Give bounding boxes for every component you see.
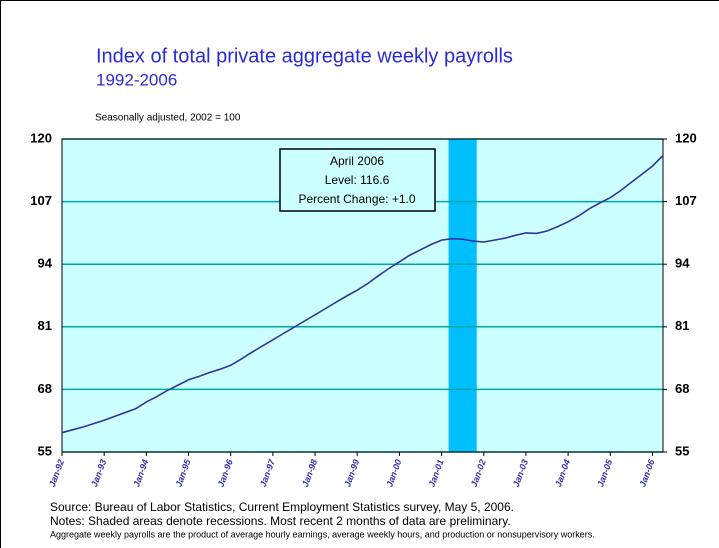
y-tick-label: 68 <box>38 381 52 396</box>
annotation-box <box>279 148 436 212</box>
y-tick-label: 107 <box>30 193 52 208</box>
annotation-text: Percent Change: +1.0 <box>298 192 415 206</box>
y2-tick-label: 120 <box>675 130 697 145</box>
recession-band <box>448 139 477 452</box>
y-tick-label: 94 <box>38 256 53 271</box>
chart-title: Index of total private aggregate weekly … <box>96 45 513 67</box>
footnote: Source: Bureau of Labor Statistics, Curr… <box>50 500 514 514</box>
plot-border <box>61 138 664 453</box>
footnote: Notes: Shaded areas denote recessions. M… <box>50 514 511 528</box>
annotation-text: Level: 116.6 <box>325 173 390 187</box>
footnote: Aggregate weekly payrolls are the produc… <box>50 529 595 539</box>
y-tick-label: 81 <box>38 318 52 333</box>
annotation-text: April 2006 <box>330 154 384 168</box>
chart-note: Seasonally adjusted, 2002 = 100 <box>95 113 241 124</box>
data-line <box>61 154 664 434</box>
y2-tick-label: 107 <box>675 193 697 208</box>
y-tick-label: 120 <box>30 130 52 145</box>
y2-tick-label: 94 <box>675 256 690 271</box>
y2-tick-label: 68 <box>675 381 689 396</box>
chart-subtitle: 1992-2006 <box>96 70 177 89</box>
y2-tick-label: 55 <box>675 443 689 458</box>
y2-tick-label: 81 <box>675 318 689 333</box>
y-tick-label: 55 <box>38 443 52 458</box>
